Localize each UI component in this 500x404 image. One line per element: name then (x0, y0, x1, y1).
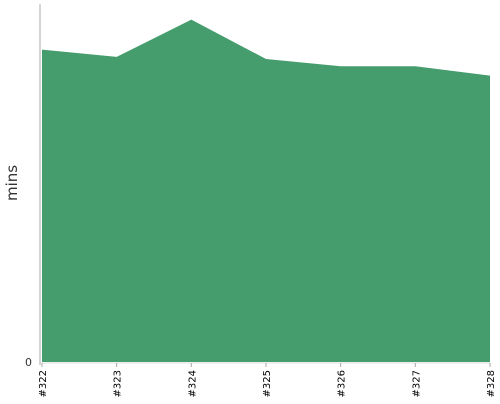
x-tick-label: #324 (187, 370, 198, 397)
area-series-fill (42, 20, 490, 362)
x-tick-layer: #322 #323 #324 #325 #326 #327 #328 (38, 363, 497, 397)
area-layer (42, 20, 490, 362)
x-tick-label: #326 (337, 370, 348, 397)
y-tick-layer: 0 (25, 356, 32, 369)
y-tick-label: 0 (25, 356, 32, 369)
x-tick-label: #323 (113, 370, 124, 397)
x-tick-label: #328 (486, 370, 497, 397)
x-tick-label: #322 (38, 370, 49, 397)
y-axis-label: mins (3, 165, 21, 201)
x-tick-label: #325 (262, 370, 273, 397)
x-tick-label: #327 (411, 370, 422, 397)
